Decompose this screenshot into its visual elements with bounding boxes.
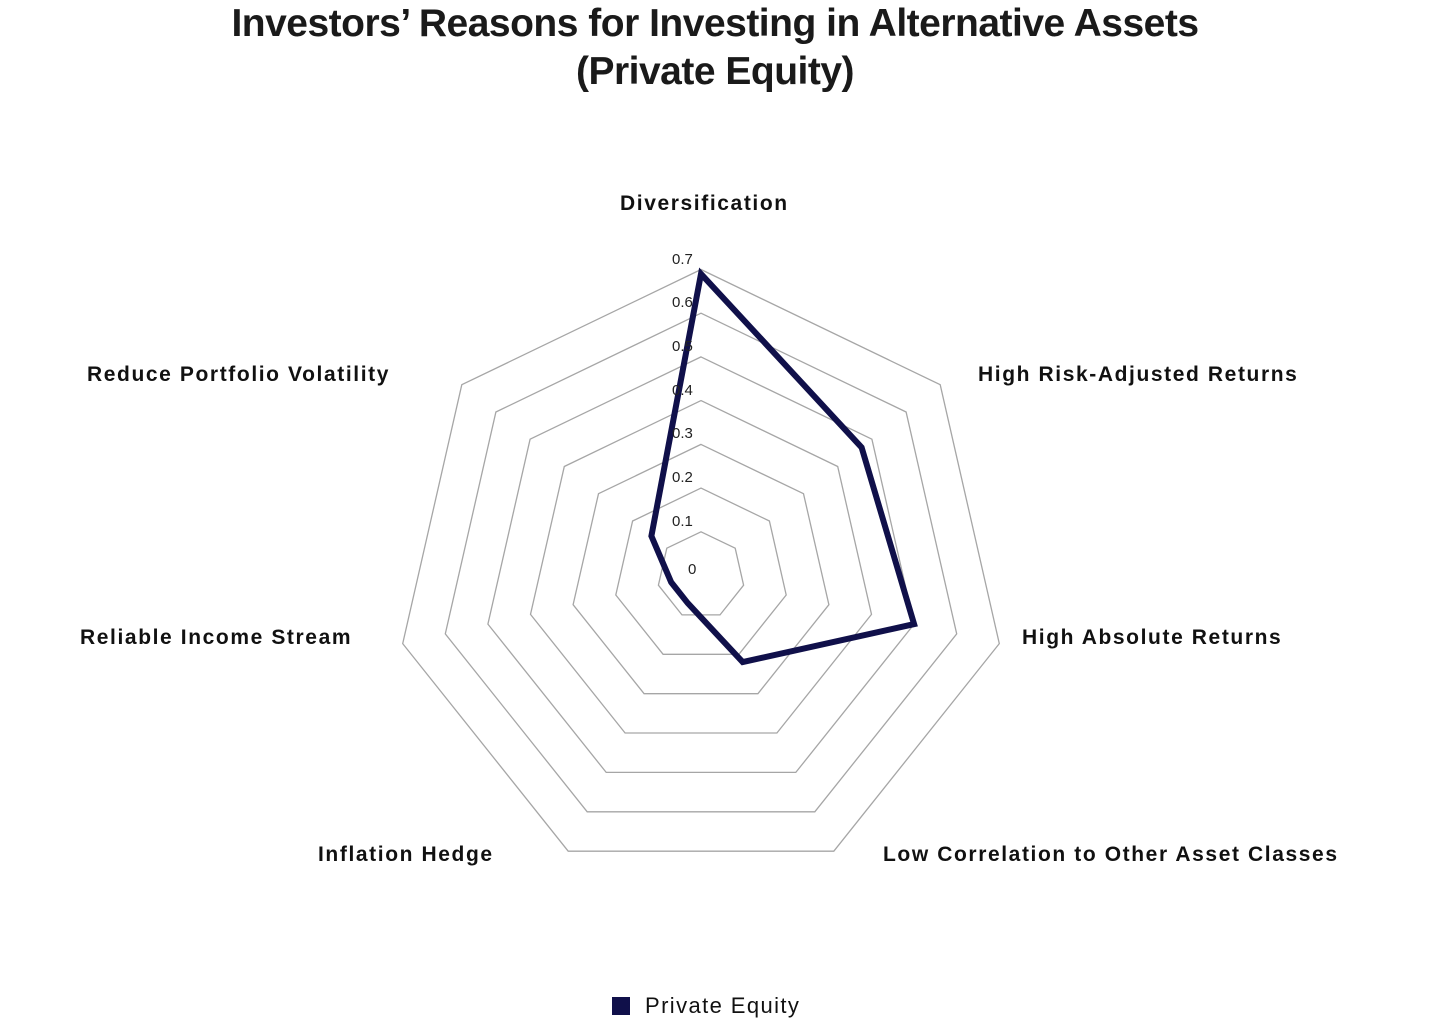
axis-label-low-correlation: Low Correlation to Other Asset Classes xyxy=(883,843,1339,866)
chart-title-line1: Investors’ Reasons for Investing in Alte… xyxy=(231,2,1199,45)
grid-ring xyxy=(444,312,958,813)
grid-ring xyxy=(615,487,787,655)
axis-label-high-absolute-returns: High Absolute Returns xyxy=(1022,626,1283,649)
axis-label-reliable-income-stream: Reliable Income Stream xyxy=(80,626,353,649)
radial-tick-label: 0.2 xyxy=(672,469,693,487)
series-private-equity xyxy=(648,267,918,666)
grid-ring xyxy=(657,531,745,616)
radial-tick-label: 0.5 xyxy=(672,337,693,355)
legend: Private Equity xyxy=(612,993,800,1019)
radial-tick-label: 0.1 xyxy=(672,512,693,530)
grid-ring xyxy=(572,443,830,695)
series-line xyxy=(648,267,918,666)
radar-grid xyxy=(401,268,1001,852)
axis-label-reduce-portfolio-volatility: Reduce Portfolio Volatility xyxy=(87,363,391,386)
radial-tick-label: 0 xyxy=(688,560,697,578)
radial-tick-label: 0.4 xyxy=(672,381,693,399)
legend-swatch-private-equity xyxy=(612,997,630,1015)
axis-label-high-risk-adjusted-returns: High Risk-Adjusted Returns xyxy=(978,363,1299,386)
grid-ring xyxy=(401,268,1001,852)
radial-tick-label: 0.7 xyxy=(672,250,693,268)
grid-ring xyxy=(487,356,915,774)
grid-ring xyxy=(529,399,873,734)
legend-label-private-equity: Private Equity xyxy=(645,993,801,1018)
radial-tick-label: 0.3 xyxy=(672,425,693,443)
chart-title: Investors’ Reasons for Investing in Alte… xyxy=(0,0,1430,96)
radial-tick-label: 0.6 xyxy=(672,294,693,312)
axis-label-inflation-hedge: Inflation Hedge xyxy=(318,843,494,866)
axis-label-diversification: Diversification xyxy=(620,192,789,215)
chart-title-line2: (Private Equity) xyxy=(575,50,855,93)
